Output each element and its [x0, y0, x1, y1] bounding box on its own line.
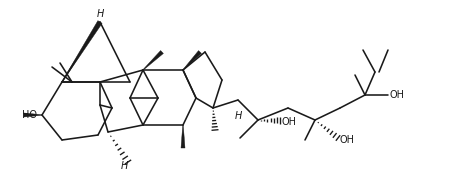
Polygon shape: [181, 125, 185, 148]
Text: HO: HO: [22, 110, 37, 120]
Polygon shape: [24, 113, 42, 117]
Text: OH: OH: [282, 117, 297, 127]
Text: OH: OH: [340, 135, 355, 145]
Text: H: H: [234, 111, 242, 121]
Polygon shape: [62, 21, 102, 82]
Polygon shape: [143, 51, 163, 70]
Polygon shape: [183, 51, 201, 70]
Text: OH: OH: [390, 90, 405, 100]
Text: H: H: [96, 9, 104, 19]
Text: H: H: [120, 161, 128, 171]
